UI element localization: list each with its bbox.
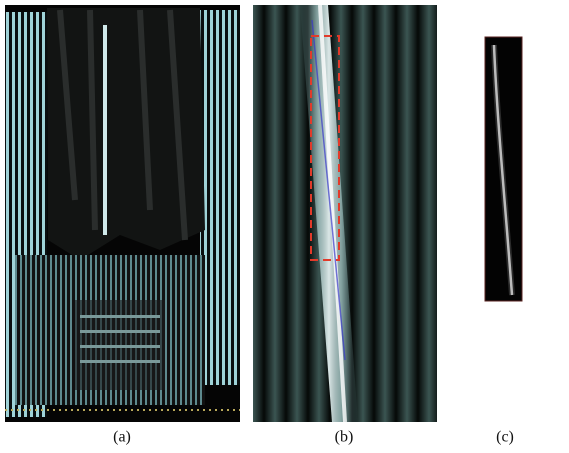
caption: (c) xyxy=(496,429,514,446)
panel-c-image xyxy=(485,37,522,301)
caption: (b) xyxy=(335,429,354,446)
panel-b-image xyxy=(253,5,437,422)
figure: (a) (b) (c) xyxy=(0,0,569,453)
panel-a-image xyxy=(5,5,240,422)
caption: (a) xyxy=(113,429,131,446)
